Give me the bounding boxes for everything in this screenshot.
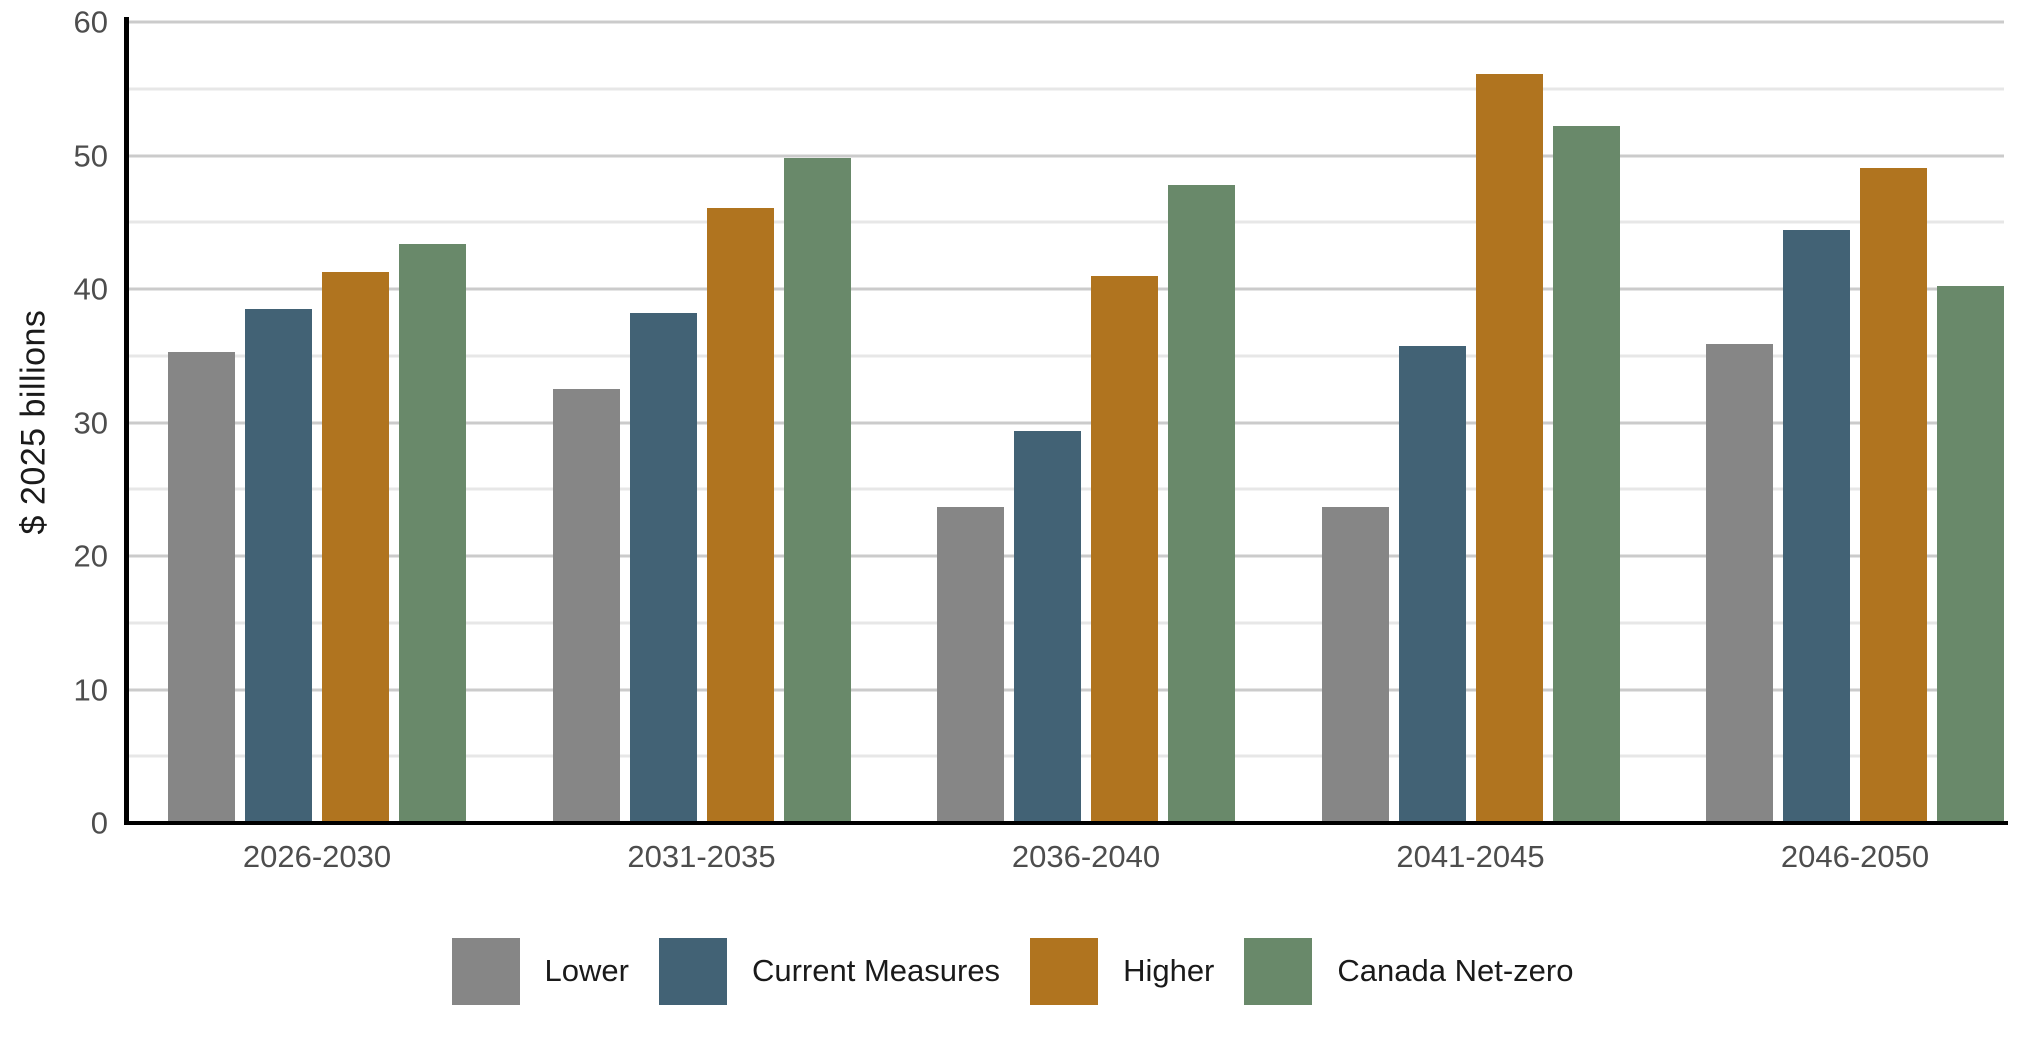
bar-lower-2036-2040	[937, 506, 1004, 823]
legend-item-higher: Higher	[1030, 937, 1215, 1005]
x-category-label-2031-2035: 2031-2035	[627, 839, 776, 874]
bar-lower-2026-2030	[168, 351, 235, 823]
gridline-60	[128, 20, 2004, 24]
bar-higher-2026-2030	[322, 271, 389, 823]
bar-lower-2031-2035	[552, 389, 620, 823]
legend-swatch	[1244, 937, 1313, 1005]
bar-current-measures-2031-2035	[629, 313, 697, 823]
gridline-40	[128, 287, 2004, 291]
plot-area	[128, 20, 2004, 823]
legend-swatch	[451, 937, 520, 1005]
legend-item-lower: Lower	[451, 937, 629, 1005]
legend-label: Canada Net-zero	[1337, 953, 1574, 988]
legend-label: Lower	[544, 953, 629, 988]
y-tick-label-40: 40	[73, 271, 108, 307]
legend: Lower Current Measures Higher Canada Net-ze…	[0, 936, 2025, 1006]
y-tick-label-50: 50	[73, 138, 108, 173]
bar-higher-2046-2050	[1860, 167, 1927, 823]
legend-label: Higher	[1123, 953, 1215, 988]
x-axis-line	[124, 821, 2008, 825]
bar-higher-2041-2045	[1475, 74, 1543, 823]
x-category-label-2041-2045: 2041-2045	[1396, 839, 1545, 874]
bar-canada-net-zero-2041-2045	[1552, 126, 1620, 823]
legend-label: Current Measures	[751, 953, 1001, 988]
y-tick-label-30: 30	[73, 405, 108, 440]
bar-lower-2041-2045	[1321, 506, 1389, 823]
gridline-35	[128, 354, 2004, 358]
bar-current-measures-2046-2050	[1783, 230, 1850, 823]
y-tick-label-0: 0	[90, 805, 108, 841]
bar-canada-net-zero-2026-2030	[399, 243, 466, 823]
legend-item-canada-net-zero: Canada Net-zero	[1244, 937, 1574, 1005]
y-tick-label-60: 60	[73, 4, 108, 40]
bar-current-measures-2041-2045	[1398, 346, 1466, 823]
gridline-50	[128, 154, 2004, 157]
bar-higher-2036-2040	[1091, 275, 1158, 823]
legend-item-current-measures: Current Measures	[658, 937, 1001, 1005]
bar-current-measures-2026-2030	[245, 309, 312, 823]
legend-swatch	[1030, 937, 1099, 1005]
x-category-label-2026-2030: 2026-2030	[242, 839, 392, 874]
gridline-45	[128, 220, 2004, 224]
y-axis-line	[124, 17, 129, 825]
y-tick-label-20: 20	[73, 538, 108, 574]
x-category-label-2046-2050: 2046-2050	[1780, 839, 1930, 874]
legend-swatch	[658, 937, 727, 1005]
x-category-label-2036-2040: 2036-2040	[1011, 839, 1161, 874]
bar-current-measures-2036-2040	[1014, 430, 1081, 823]
gridline-30	[128, 421, 2004, 424]
bar-canada-net-zero-2036-2040	[1168, 184, 1235, 823]
bar-canada-net-zero-2046-2050	[1937, 286, 2004, 823]
bar-higher-2031-2035	[706, 207, 774, 823]
y-tick-label-10: 10	[73, 672, 108, 707]
bar-canada-net-zero-2031-2035	[783, 158, 851, 823]
bar-lower-2046-2050	[1706, 343, 1773, 823]
gridline-55	[128, 87, 2004, 91]
